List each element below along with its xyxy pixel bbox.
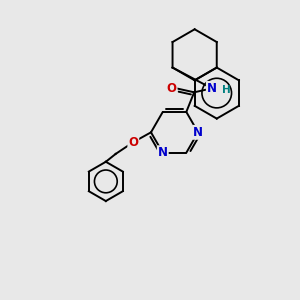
Text: N: N xyxy=(158,146,168,159)
Text: N: N xyxy=(207,82,217,95)
Text: N: N xyxy=(193,126,203,139)
Text: H: H xyxy=(222,85,230,95)
Text: O: O xyxy=(167,82,177,95)
Text: O: O xyxy=(128,136,138,148)
